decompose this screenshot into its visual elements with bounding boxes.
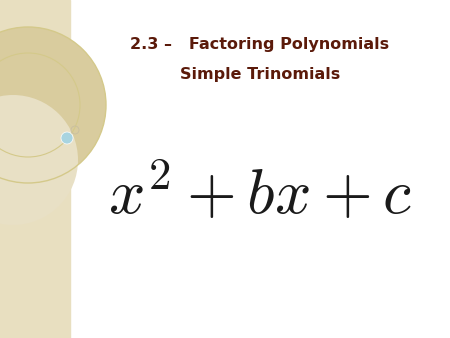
Text: 2.3 –   Factoring Polynomials: 2.3 – Factoring Polynomials (130, 38, 390, 52)
Text: $x^2 + bx + c$: $x^2 + bx + c$ (108, 163, 412, 227)
Circle shape (61, 132, 73, 144)
Circle shape (0, 27, 106, 183)
Text: Simple Trinomials: Simple Trinomials (180, 68, 340, 82)
Circle shape (0, 95, 78, 225)
Bar (0, 0, 70, 338)
